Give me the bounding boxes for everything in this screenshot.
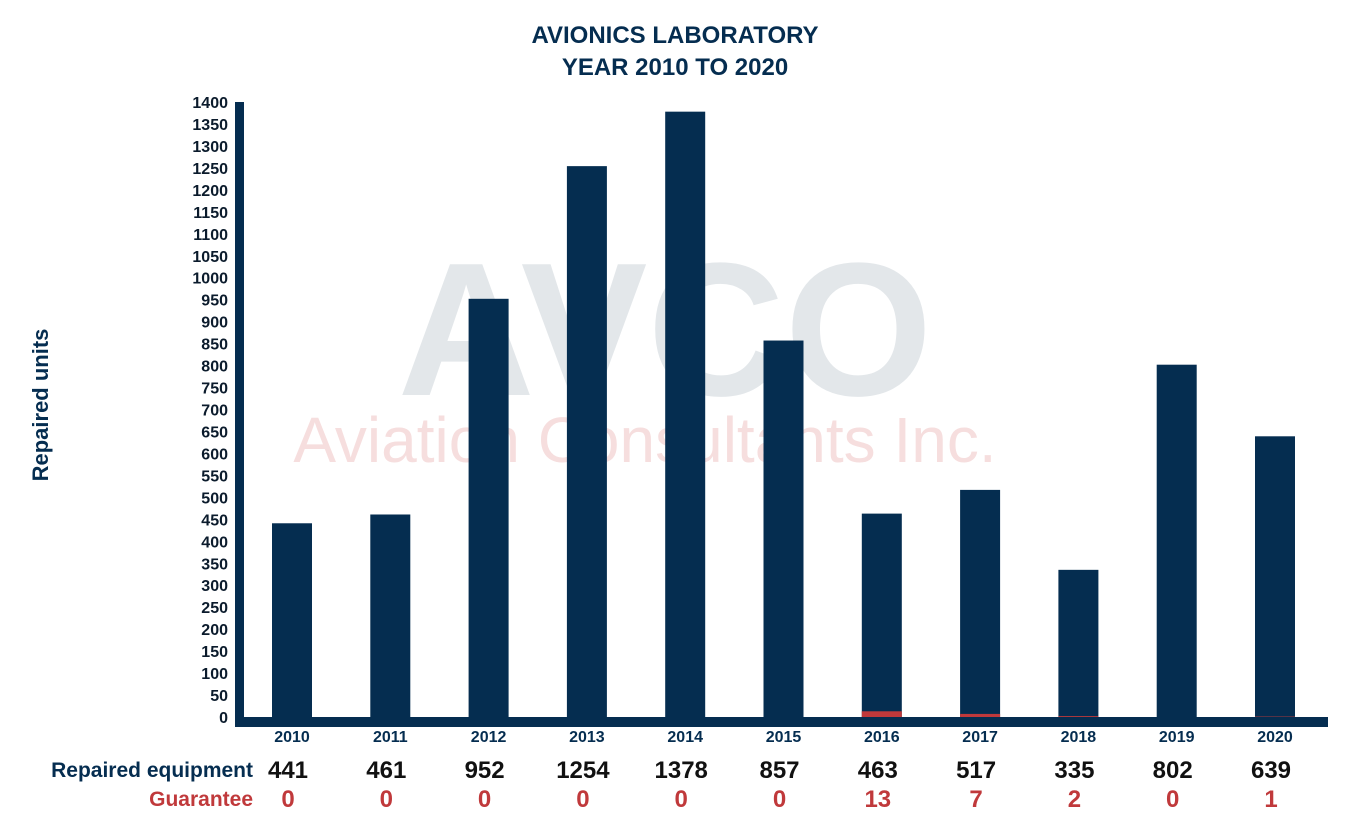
guarantee-value: 0 xyxy=(576,786,589,813)
y-tick-label: 50 xyxy=(210,688,228,705)
repaired-equipment-value: 639 xyxy=(1251,757,1291,784)
y-axis-line xyxy=(235,102,244,727)
y-tick-label: 600 xyxy=(201,446,228,463)
bars xyxy=(272,111,1295,717)
guarantee-value: 7 xyxy=(969,786,982,813)
repaired-equipment-value: 463 xyxy=(858,757,898,784)
y-tick-label: 1300 xyxy=(192,139,228,156)
x-tick-label: 2020 xyxy=(1257,729,1293,746)
chart-title-line-1: AVIONICS LABORATORY xyxy=(531,22,818,49)
repaired-equipment-value: 335 xyxy=(1054,757,1094,784)
row-label-repaired-equipment: Repaired equipment xyxy=(51,759,253,782)
repaired-equipment-value: 441 xyxy=(268,757,308,784)
y-tick-label: 1150 xyxy=(193,205,228,222)
repaired-equipment-value: 1254 xyxy=(556,757,610,784)
x-tick-label: 2013 xyxy=(569,729,605,746)
watermark-company: Aviation Consultants Inc. xyxy=(293,404,996,476)
y-tick-label: 250 xyxy=(201,600,228,617)
bar-guarantee xyxy=(861,711,902,717)
guarantee-value: 0 xyxy=(675,786,688,813)
bar-repaired-equipment xyxy=(370,514,411,717)
y-tick-label: 650 xyxy=(201,424,228,441)
bar-repaired-equipment xyxy=(272,523,312,717)
x-tick-label: 2017 xyxy=(962,729,998,746)
guarantee-value: 13 xyxy=(864,786,891,813)
y-tick-label: 300 xyxy=(201,578,228,595)
repaired-equipment-value: 802 xyxy=(1153,757,1193,784)
bar-repaired-equipment xyxy=(566,166,607,717)
y-tick-label: 500 xyxy=(201,490,228,507)
bar-repaired-equipment xyxy=(1255,436,1295,717)
repaired-equipment-values: 441 461 952 1254 1378 857 463 517 335 802 639 xyxy=(268,757,1291,784)
bar-repaired-equipment xyxy=(960,489,1001,717)
bar-repaired-equipment xyxy=(665,111,706,717)
y-tick-label: 450 xyxy=(201,512,228,529)
y-tick-label: 1250 xyxy=(192,161,228,178)
bar-guarantee xyxy=(1058,716,1099,717)
repaired-equipment-value: 517 xyxy=(956,757,996,784)
x-tick-label: 2018 xyxy=(1061,729,1097,746)
y-tick-label: 1350 xyxy=(192,117,228,134)
guarantee-value: 0 xyxy=(478,786,491,813)
bar-guarantee xyxy=(960,713,1001,717)
x-tick-label: 2010 xyxy=(274,729,310,746)
x-tick-label: 2015 xyxy=(766,729,802,746)
guarantee-value: 1 xyxy=(1264,786,1277,813)
y-tick-label: 0 xyxy=(219,710,228,727)
y-tick-label: 850 xyxy=(201,337,228,354)
x-tick-label: 2019 xyxy=(1159,729,1195,746)
row-label-guarantee: Guarantee xyxy=(149,788,253,811)
bar-repaired-equipment xyxy=(1156,364,1197,717)
y-tick-label: 1200 xyxy=(192,183,228,200)
guarantee-value: 0 xyxy=(1166,786,1179,813)
bar-repaired-equipment xyxy=(468,298,509,717)
y-tick-label: 400 xyxy=(201,534,228,551)
repaired-equipment-value: 461 xyxy=(366,757,406,784)
repaired-equipment-value: 952 xyxy=(465,757,505,784)
y-tick-label: 700 xyxy=(201,403,228,420)
x-tick-label: 2014 xyxy=(667,729,703,746)
guarantee-value: 2 xyxy=(1068,786,1081,813)
y-tick-label: 750 xyxy=(201,381,228,398)
y-tick-label: 1000 xyxy=(192,271,228,288)
y-tick-label: 1050 xyxy=(192,249,228,266)
y-tick-label: 950 xyxy=(201,293,228,310)
y-tick-label: 550 xyxy=(201,468,228,485)
repaired-equipment-value: 857 xyxy=(759,757,799,784)
guarantee-values: 0 0 0 0 0 0 13 7 2 0 1 xyxy=(281,786,1277,813)
x-axis-line xyxy=(235,717,1328,727)
y-tick-label: 200 xyxy=(201,622,228,639)
y-tick-label: 1400 xyxy=(192,95,228,112)
bar-repaired-equipment xyxy=(763,340,804,717)
y-tick-label: 350 xyxy=(201,556,228,573)
repaired-equipment-value: 1378 xyxy=(655,757,708,784)
guarantee-value: 0 xyxy=(281,786,294,813)
y-tick-label: 150 xyxy=(201,644,228,661)
chart-title-line-2: YEAR 2010 TO 2020 xyxy=(562,54,788,81)
guarantee-value: 0 xyxy=(773,786,786,813)
chart-title: AVIONICS LABORATORY YEAR 2010 TO 2020 xyxy=(531,22,818,81)
bar-repaired-equipment xyxy=(861,513,902,717)
x-tick-label: 2011 xyxy=(373,729,408,746)
y-tick-label: 100 xyxy=(201,666,228,683)
y-tick-label: 800 xyxy=(201,359,228,376)
bar-repaired-equipment xyxy=(1058,569,1099,717)
y-tick-label: 1100 xyxy=(193,227,228,244)
x-tick-label: 2016 xyxy=(864,729,900,746)
y-axis-ticks: 0 50 100 150 200 250 300 350 400 450 500 550 600 650 7… xyxy=(192,95,228,727)
watermark: AVCO Aviation Consultants Inc. xyxy=(293,224,996,476)
axes xyxy=(235,102,1328,727)
x-axis-labels: 2010 2011 2012 2013 2014 2015 2016 2017 2018 2019… xyxy=(274,729,1293,746)
guarantee-value: 0 xyxy=(380,786,393,813)
y-tick-label: 900 xyxy=(201,315,228,332)
x-tick-label: 2012 xyxy=(471,729,507,746)
y-axis-label: Repaired units xyxy=(28,329,53,482)
